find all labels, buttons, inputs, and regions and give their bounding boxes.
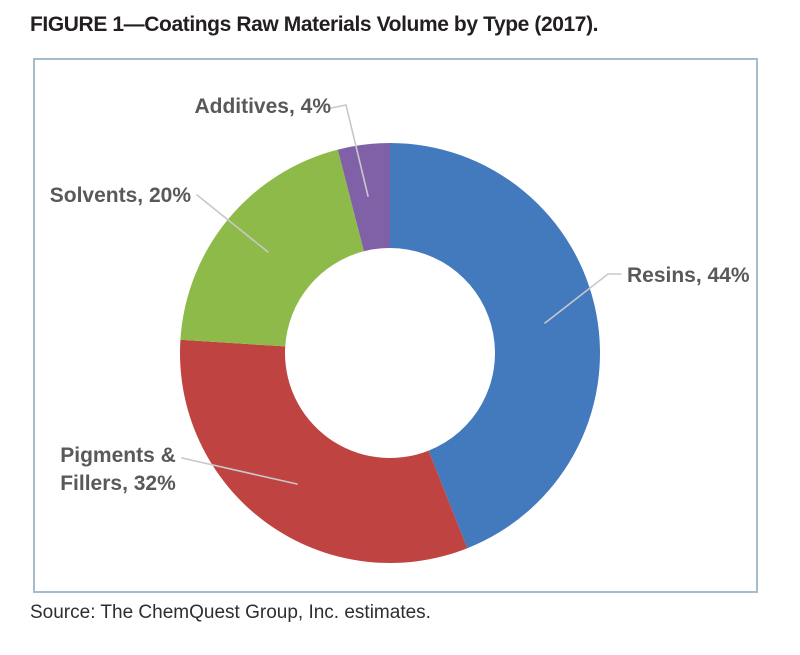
slice-label-solvents-line: Solvents, 20% bbox=[49, 184, 191, 207]
solvents-leader-line bbox=[196, 194, 269, 253]
slice-label-additives: Additives, 4% bbox=[194, 93, 331, 121]
figure-source: Source: The ChemQuest Group, Inc. estima… bbox=[30, 602, 431, 623]
slice-resins bbox=[390, 143, 600, 549]
pigments-leader-line bbox=[181, 457, 298, 485]
figure-title: FIGURE 1—Coatings Raw Materials Volume b… bbox=[30, 13, 599, 36]
slice-solvents bbox=[180, 149, 364, 347]
slice-label-resins-line: Resins, 44% bbox=[627, 264, 750, 287]
slice-pigments-fillers bbox=[179, 339, 468, 564]
slice-label-pigments-line-2: Fillers, 32% bbox=[60, 472, 176, 495]
resins-leader-line bbox=[544, 273, 622, 324]
slice-label-pigments-line-1: Pigments & bbox=[60, 444, 176, 467]
slice-additives bbox=[337, 143, 390, 252]
slice-label-resins: Resins, 44% bbox=[627, 262, 750, 290]
slice-label-additives-line: Additives, 4% bbox=[194, 95, 331, 118]
slice-label-solvents: Solvents, 20% bbox=[50, 182, 191, 210]
additives-leader-line bbox=[330, 104, 369, 197]
slice-label-pigments-fillers: Pigments & Fillers, 32% bbox=[58, 442, 178, 498]
